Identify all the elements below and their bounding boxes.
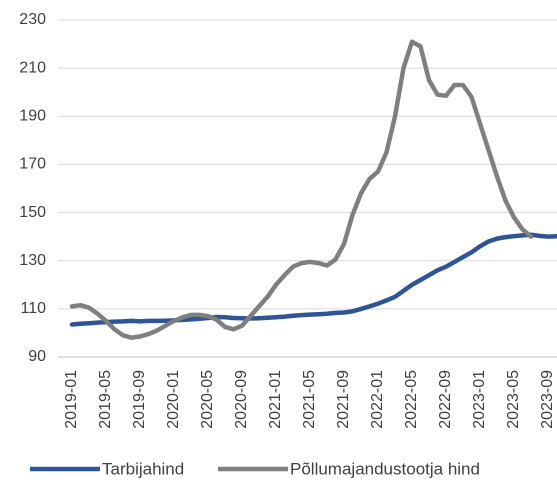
series-line xyxy=(69,232,557,327)
x-tick-label: 2019-01 xyxy=(63,370,80,429)
x-tick-label: 2023-05 xyxy=(505,370,522,429)
y-tick-label: 110 xyxy=(20,300,46,317)
x-tick-label: 2019-09 xyxy=(131,370,148,429)
series-line xyxy=(69,39,534,340)
x-tick-label: 2021-09 xyxy=(335,370,352,429)
x-tick-label: 2020-09 xyxy=(233,370,250,429)
x-tick-label: 2021-01 xyxy=(267,370,284,429)
y-tick-label: 130 xyxy=(19,252,46,269)
x-tick-label: 2023-09 xyxy=(539,370,556,429)
x-tick-label: 2023-01 xyxy=(471,370,488,429)
x-tick-label: 2022-01 xyxy=(369,370,386,429)
y-tick-label: 230 xyxy=(19,11,46,28)
legend-label: Tarbijahind xyxy=(102,459,184,478)
y-tick-label: 170 xyxy=(19,156,46,173)
y-tick-label: 150 xyxy=(19,204,46,221)
x-tick-label: 2020-01 xyxy=(165,370,182,429)
x-tick-label: 2021-05 xyxy=(301,370,318,429)
y-tick-label: 90 xyxy=(28,348,46,365)
legend-label: Põllumajandustootja hind xyxy=(290,459,480,478)
x-tick-label: 2022-09 xyxy=(437,370,454,429)
x-tick-label: 2022-05 xyxy=(403,370,420,429)
y-tick-label: 190 xyxy=(19,108,46,125)
x-tick-label: 2019-05 xyxy=(97,370,114,429)
y-tick-label: 210 xyxy=(19,59,46,76)
x-tick-label: 2020-05 xyxy=(199,370,216,429)
